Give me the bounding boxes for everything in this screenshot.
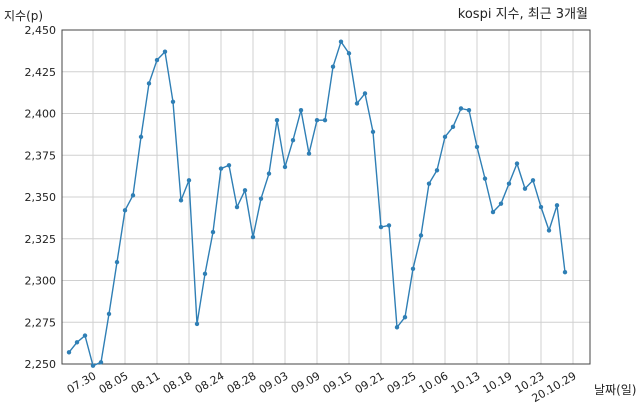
data-point — [250, 234, 256, 240]
data-point — [130, 193, 136, 198]
data-point — [394, 325, 400, 330]
x-tick-label: 10.19 — [481, 369, 515, 396]
grid — [62, 29, 590, 365]
data-point — [66, 350, 72, 355]
data-point — [90, 363, 96, 368]
data-point — [314, 117, 320, 123]
y-tick-label: 2,375 — [25, 149, 57, 162]
data-point — [114, 259, 120, 265]
data-point — [74, 340, 80, 345]
data-point — [258, 196, 264, 201]
x-tick-label: 09.25 — [385, 369, 419, 396]
y-tick-label: 2,425 — [25, 66, 57, 79]
x-axis-label: 날짜(일) — [594, 383, 636, 397]
data-point — [402, 315, 408, 320]
data-point — [370, 129, 376, 135]
y-tick-label: 2,250 — [25, 358, 57, 371]
x-tick-label: 08.24 — [193, 369, 227, 396]
chart-title: kospi 지수, 최근 3개월 — [458, 7, 588, 22]
data-point — [346, 51, 352, 56]
data-point — [498, 201, 504, 206]
data-point — [434, 168, 440, 173]
data-point — [266, 171, 272, 176]
x-tick-label: 07.30 — [65, 369, 99, 396]
x-tick-label: 08.05 — [97, 369, 131, 396]
data-point — [410, 266, 416, 272]
data-point — [98, 360, 104, 365]
data-point — [322, 117, 328, 123]
data-point — [106, 311, 112, 317]
data-point — [450, 124, 456, 130]
data-point — [514, 161, 520, 166]
data-point — [442, 134, 448, 140]
data-point — [506, 181, 512, 186]
data-point — [82, 333, 88, 338]
data-point — [234, 204, 240, 210]
data-point — [210, 229, 216, 235]
data-point — [138, 134, 144, 140]
y-tick-label: 2,300 — [25, 275, 57, 288]
data-point — [298, 107, 304, 113]
data-point — [242, 188, 248, 193]
data-point — [458, 106, 464, 111]
data-point — [538, 204, 544, 210]
x-tick-label: 09.15 — [321, 369, 355, 396]
y-axis: 2,250 2,275 2,300 2,325 2,350 2,375 2,400 2,425… — [25, 24, 57, 371]
x-tick-label: 09.09 — [289, 369, 323, 396]
data-point — [226, 163, 232, 168]
data-point — [490, 209, 496, 215]
x-tick-label: 08.11 — [129, 369, 163, 396]
data-point — [306, 151, 312, 156]
data-point — [194, 321, 200, 327]
x-axis: 07.3008.0508.1108.1808.2408.2809.0309.09… — [65, 369, 579, 405]
data-point — [146, 81, 152, 86]
y-tick-label: 2,400 — [25, 108, 57, 121]
x-tick-label: 08.28 — [225, 369, 259, 396]
data-point — [530, 178, 536, 183]
data-point — [162, 49, 168, 54]
data-point — [290, 138, 296, 143]
data-point — [178, 198, 184, 203]
y-tick-label: 2,450 — [25, 24, 57, 37]
data-point — [338, 39, 344, 44]
data-point — [354, 101, 360, 106]
data-point — [274, 117, 280, 123]
data-point — [562, 269, 568, 275]
data-point — [474, 144, 480, 150]
data-point — [378, 224, 384, 230]
data-point — [466, 107, 472, 113]
data-point — [282, 164, 288, 170]
x-tick-label: 10.13 — [449, 369, 483, 396]
y-tick-label: 2,275 — [25, 316, 57, 329]
data-point — [122, 208, 128, 213]
plot-frame — [61, 29, 591, 365]
data-points — [66, 39, 568, 368]
data-point — [554, 203, 560, 208]
data-point — [202, 271, 208, 277]
data-point — [154, 57, 160, 63]
x-tick-label: 10.06 — [417, 369, 451, 396]
data-point — [362, 91, 368, 96]
data-point — [218, 166, 224, 171]
data-point — [170, 99, 176, 105]
x-tick-label: 09.03 — [257, 369, 291, 396]
data-point — [386, 223, 392, 228]
data-point — [482, 176, 488, 181]
y-axis-label: 지수(p) — [4, 9, 43, 23]
data-point — [546, 228, 552, 233]
data-point — [418, 233, 424, 238]
data-point — [330, 64, 336, 69]
data-point — [522, 186, 528, 191]
x-tick-label: 09.21 — [353, 369, 387, 396]
y-tick-label: 2,325 — [25, 233, 57, 246]
data-point — [186, 178, 192, 183]
x-tick-label: 08.18 — [161, 369, 195, 396]
y-tick-label: 2,350 — [25, 191, 57, 204]
data-point — [426, 181, 432, 186]
